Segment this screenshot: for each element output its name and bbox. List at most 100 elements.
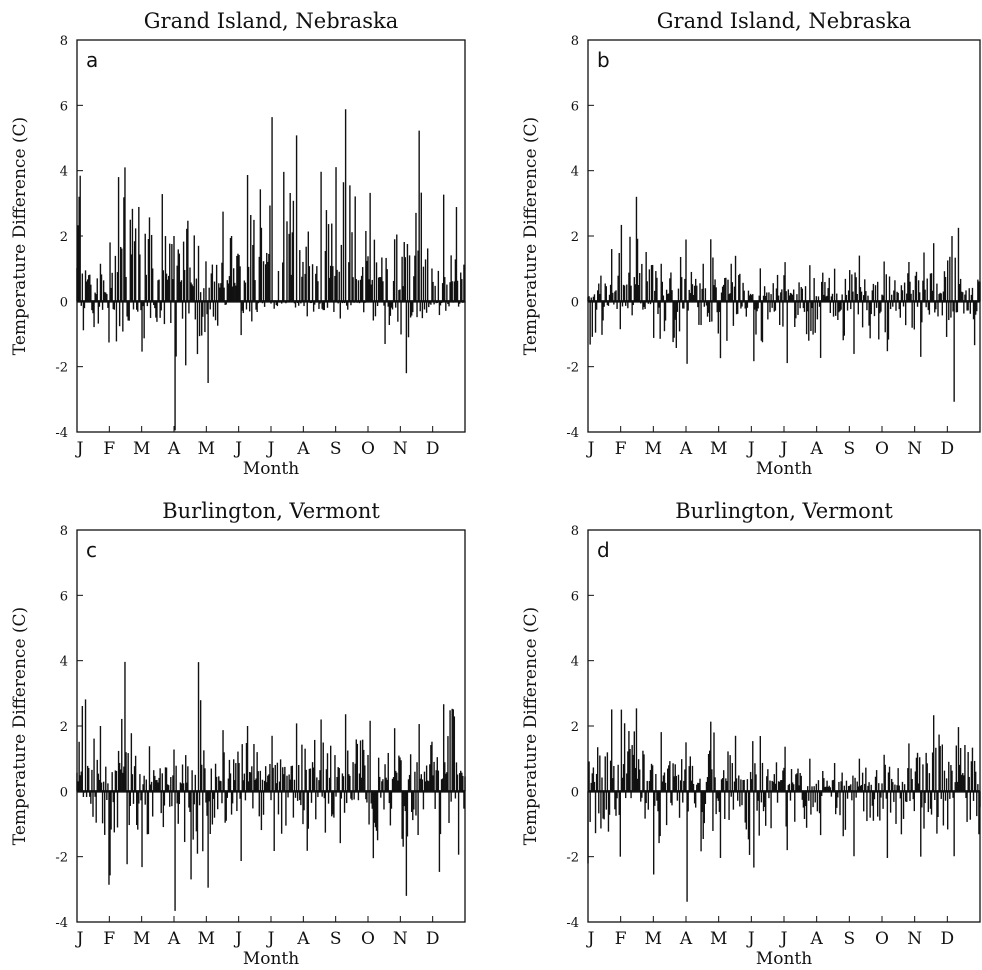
x-axis-label: Month — [243, 949, 299, 969]
x-tick-label: M — [198, 929, 215, 949]
y-tick-label: 0 — [60, 785, 68, 800]
x-tick-label: O — [875, 929, 889, 949]
y-tick-label: 0 — [571, 785, 579, 800]
y-tick-label: 6 — [571, 589, 579, 604]
x-tick-label: J — [75, 439, 84, 459]
x-tick-label: A — [167, 439, 181, 459]
x-tick-label: A — [296, 929, 310, 949]
y-tick-label: 4 — [60, 165, 68, 180]
x-tick-label: D — [426, 439, 440, 459]
y-tick-label: 2 — [60, 230, 68, 245]
x-tick-label: D — [941, 929, 955, 949]
y-tick-label: -2 — [566, 361, 579, 376]
y-axis-label: Temperature Difference (C) — [10, 607, 30, 845]
x-tick-label: S — [844, 439, 856, 459]
x-tick-label: D — [426, 929, 440, 949]
panel-label: d — [597, 538, 610, 562]
y-tick-label: 6 — [60, 589, 68, 604]
x-tick-label: O — [875, 439, 889, 459]
x-tick-label: J — [779, 929, 788, 949]
x-tick-label: J — [266, 929, 275, 949]
x-tick-label: M — [710, 929, 727, 949]
y-axis-label: Temperature Difference (C) — [521, 117, 541, 355]
x-tick-label: F — [615, 439, 627, 459]
x-tick-label: J — [233, 439, 242, 459]
plot-frame — [587, 39, 981, 433]
x-tick-label: J — [586, 439, 595, 459]
chart-title: Grand Island, Nebraska — [144, 9, 398, 33]
y-tick-label: 6 — [571, 99, 579, 114]
x-tick-label: M — [198, 439, 215, 459]
y-tick-label: 8 — [571, 524, 579, 539]
x-tick-label: M — [710, 439, 727, 459]
daily-difference-bars — [76, 109, 466, 431]
y-tick-label: 8 — [571, 34, 579, 49]
y-tick-label: 2 — [571, 230, 579, 245]
x-tick-label: S — [330, 439, 342, 459]
x-tick-label: F — [103, 929, 115, 949]
y-tick-label: -4 — [55, 426, 68, 441]
x-tick-label: A — [810, 929, 824, 949]
x-tick-label: M — [645, 929, 662, 949]
x-tick-label: A — [679, 439, 693, 459]
x-tick-label: D — [941, 439, 955, 459]
y-tick-label: 4 — [571, 655, 579, 670]
x-axis-label: Month — [756, 459, 812, 479]
chart-title: Burlington, Vermont — [162, 499, 380, 523]
y-tick-label: -4 — [566, 916, 579, 931]
panel-label: c — [86, 538, 97, 562]
x-tick-label: J — [586, 929, 595, 949]
y-tick-label: -2 — [55, 361, 68, 376]
x-tick-label: A — [810, 439, 824, 459]
x-tick-label: M — [645, 439, 662, 459]
x-tick-label: O — [361, 929, 375, 949]
plot-frame — [587, 529, 981, 923]
x-tick-label: J — [75, 929, 84, 949]
x-tick-label: N — [393, 929, 408, 949]
x-tick-label: M — [133, 439, 150, 459]
y-axis-label: Temperature Difference (C) — [10, 117, 30, 355]
chart-title: Burlington, Vermont — [675, 499, 893, 523]
x-tick-label: J — [746, 929, 755, 949]
x-tick-label: A — [167, 929, 181, 949]
x-tick-label: O — [361, 439, 375, 459]
x-tick-label: S — [330, 929, 342, 949]
x-tick-label: A — [296, 439, 310, 459]
y-tick-label: 4 — [571, 165, 579, 180]
x-tick-label: N — [907, 439, 922, 459]
y-tick-label: 0 — [60, 295, 68, 310]
y-tick-label: -2 — [55, 851, 68, 866]
x-axis-label: Month — [243, 459, 299, 479]
y-tick-label: 4 — [60, 655, 68, 670]
x-tick-label: N — [907, 929, 922, 949]
chart-title: Grand Island, Nebraska — [657, 9, 911, 33]
y-tick-label: -4 — [55, 916, 68, 931]
x-tick-label: M — [133, 929, 150, 949]
daily-difference-bars — [587, 196, 981, 402]
x-tick-label: J — [779, 439, 788, 459]
y-axis-label: Temperature Difference (C) — [521, 607, 541, 845]
y-tick-label: -2 — [566, 851, 579, 866]
y-tick-label: 6 — [60, 99, 68, 114]
x-axis-label: Month — [756, 949, 812, 969]
y-tick-label: -4 — [566, 426, 579, 441]
x-tick-label: N — [393, 439, 408, 459]
y-tick-label: 0 — [571, 295, 579, 310]
x-tick-label: F — [615, 929, 627, 949]
x-tick-label: S — [844, 929, 856, 949]
x-tick-label: J — [233, 929, 242, 949]
y-tick-label: 8 — [60, 524, 68, 539]
x-tick-label: J — [266, 439, 275, 459]
daily-difference-bars — [587, 708, 981, 902]
x-tick-label: J — [746, 439, 755, 459]
y-tick-label: 2 — [60, 720, 68, 735]
y-tick-label: 2 — [571, 720, 579, 735]
panel-label: a — [86, 48, 98, 72]
x-tick-label: F — [103, 439, 115, 459]
y-tick-label: 8 — [60, 34, 68, 49]
